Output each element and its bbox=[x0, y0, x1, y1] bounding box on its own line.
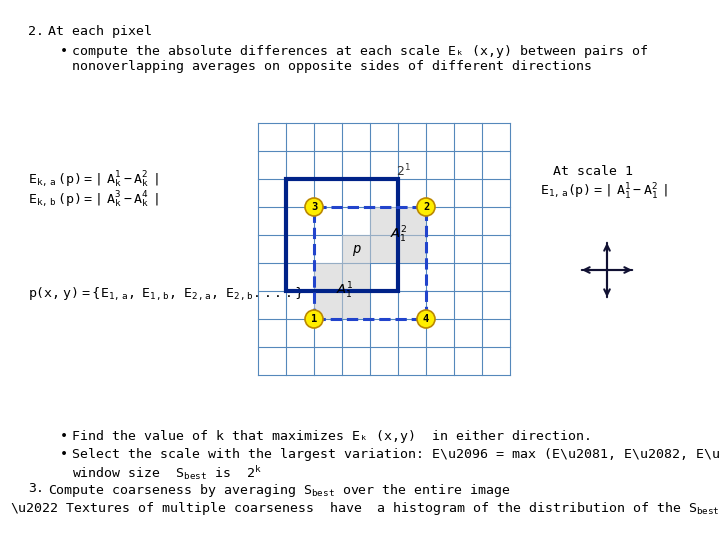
Bar bbox=[370, 207, 426, 263]
Circle shape bbox=[417, 310, 435, 328]
Text: 2: 2 bbox=[423, 202, 429, 212]
Text: •: • bbox=[60, 448, 68, 461]
Text: $A_1^1$: $A_1^1$ bbox=[336, 281, 354, 301]
Text: $2^1$: $2^1$ bbox=[396, 163, 411, 179]
Text: At each pixel: At each pixel bbox=[48, 25, 152, 38]
Text: $\mathtt{E_{k,a}\,(p) = |\ A_k^1 - A_k^2\ |}$: $\mathtt{E_{k,a}\,(p) = |\ A_k^1 - A_k^2… bbox=[28, 170, 158, 190]
Text: $A_1^2$: $A_1^2$ bbox=[390, 225, 407, 245]
Text: 4: 4 bbox=[423, 314, 429, 324]
Text: 2.: 2. bbox=[28, 25, 44, 38]
Bar bbox=[286, 179, 398, 291]
Text: 3.: 3. bbox=[28, 482, 44, 495]
Text: \u2022 Textures of multiple coarseness  have  a histogram of the distribution of: \u2022 Textures of multiple coarseness h… bbox=[10, 500, 720, 517]
Text: compute the absolute differences at each scale Eₖ (x,y) between pairs of: compute the absolute differences at each… bbox=[72, 45, 648, 58]
Text: Compute coarseness by averaging S$_\mathtt{best}$ over the entire image: Compute coarseness by averaging S$_\math… bbox=[48, 482, 510, 499]
Text: Select the scale with the largest variation: E\u2096 = max (E\u2081, E\u2082, E\: Select the scale with the largest variat… bbox=[72, 448, 720, 461]
Circle shape bbox=[417, 198, 435, 216]
Text: $\mathtt{E_{k,b}\,(p) = |\ A_k^3 - A_k^4\ |}$: $\mathtt{E_{k,b}\,(p) = |\ A_k^3 - A_k^4… bbox=[28, 190, 158, 211]
Text: 1: 1 bbox=[311, 314, 317, 324]
Text: window size  S$_\mathtt{best}$ is  2$^\mathtt{k}$: window size S$_\mathtt{best}$ is 2$^\mat… bbox=[72, 464, 262, 482]
Text: nonoverlapping averages on opposite sides of different directions: nonoverlapping averages on opposite side… bbox=[72, 60, 592, 73]
Text: $\mathtt{p(x,y) = \left\{ E_{1,a},\ E_{1,b},\ E_{2,a},\ E_{2,b}....\right\}}$: $\mathtt{p(x,y) = \left\{ E_{1,a},\ E_{1… bbox=[28, 285, 304, 302]
Circle shape bbox=[305, 198, 323, 216]
Text: $\mathtt{E_{1,a}(p) = |\ A_1^1 - A_1^2\ |}$: $\mathtt{E_{1,a}(p) = |\ A_1^1 - A_1^2\ … bbox=[540, 182, 668, 202]
Bar bbox=[342, 235, 370, 263]
Circle shape bbox=[305, 310, 323, 328]
Text: •: • bbox=[60, 430, 68, 443]
Bar bbox=[314, 263, 370, 319]
Text: •: • bbox=[60, 45, 68, 58]
Text: Find the value of k that maximizes Eₖ (x,y)  in either direction.: Find the value of k that maximizes Eₖ (x… bbox=[72, 430, 592, 443]
Text: At scale 1: At scale 1 bbox=[553, 165, 633, 178]
Text: 3: 3 bbox=[311, 202, 317, 212]
Bar bbox=[314, 207, 426, 319]
Text: p: p bbox=[352, 242, 360, 256]
